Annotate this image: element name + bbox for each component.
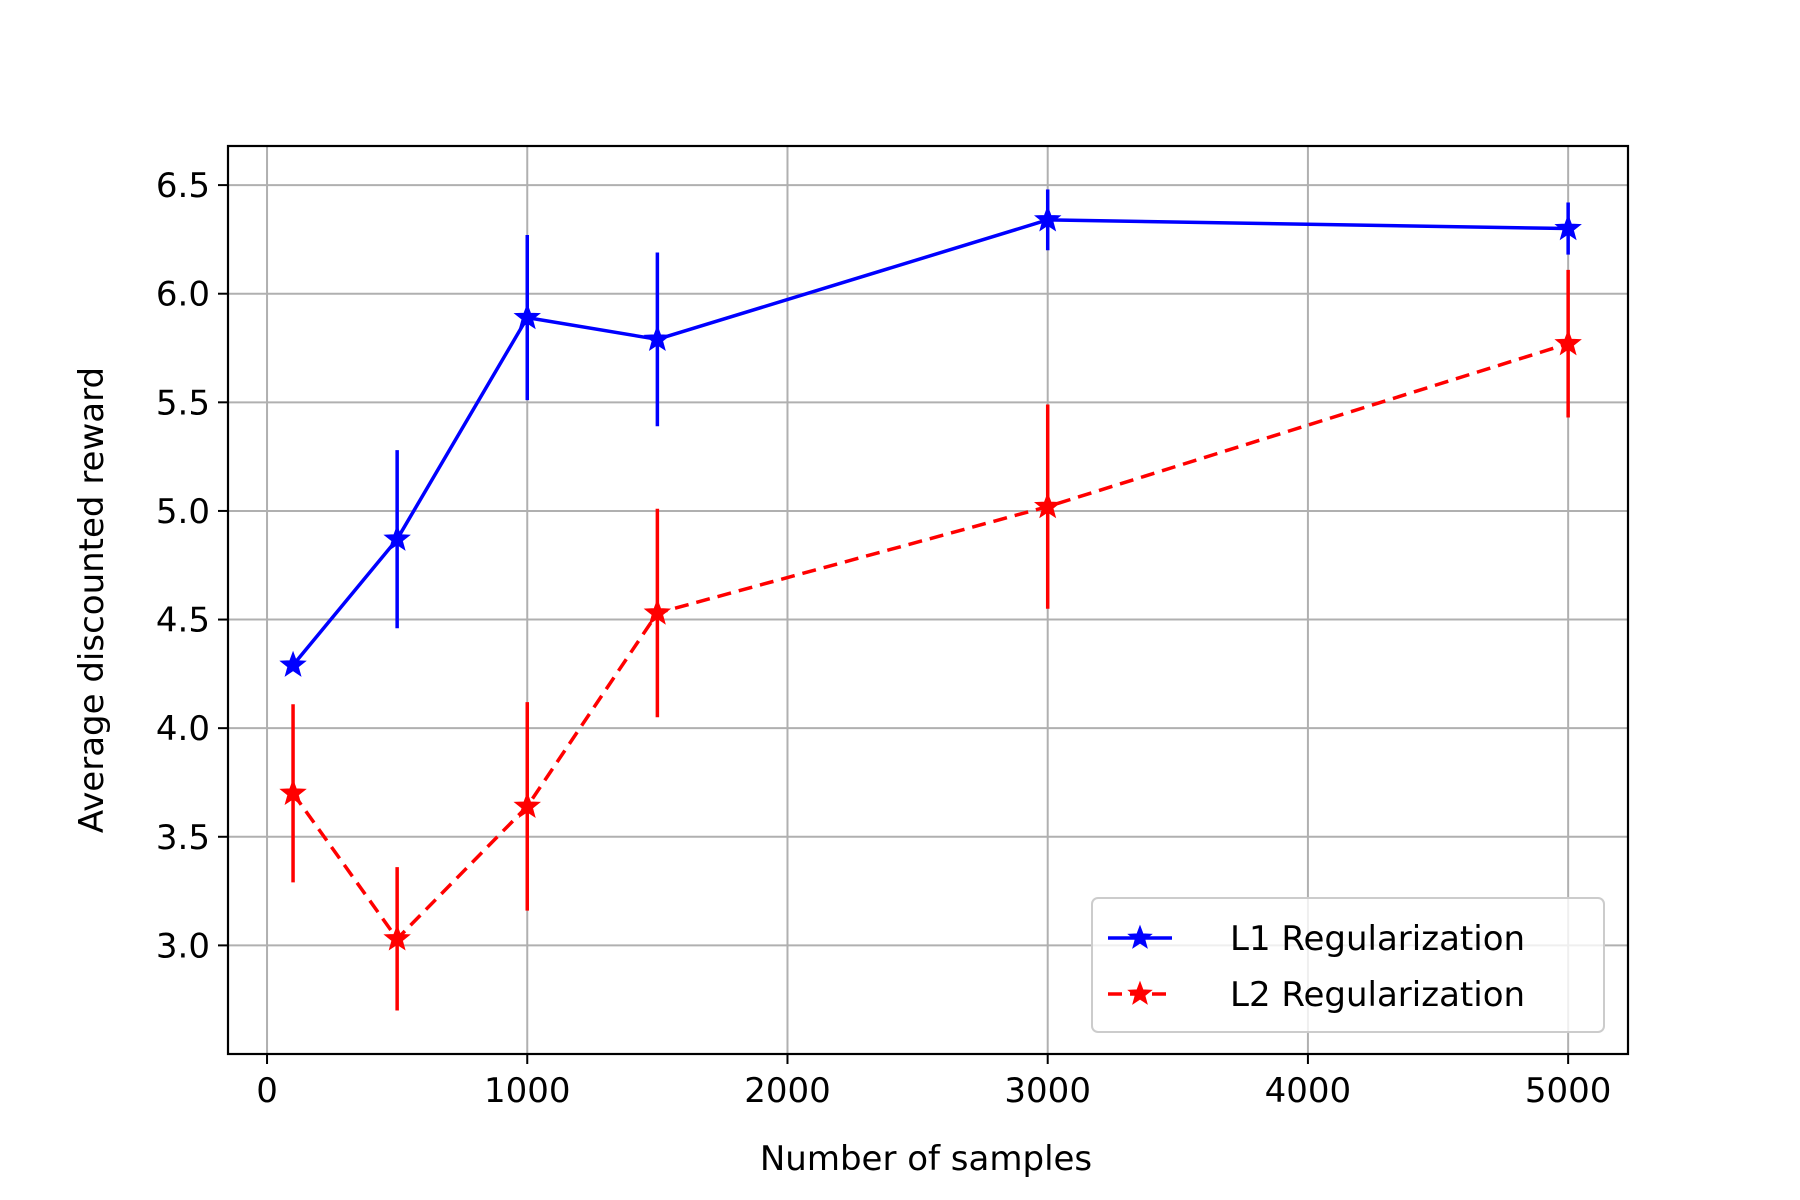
series-1-point [383,524,411,551]
ticks: 0 1000 2000 3000 4000 5000 3.0 3.5 4.0 4.5 5.0 5.5 6… [156,166,1611,1111]
y-tick-label: 6.0 [156,275,210,315]
series-2-point [1033,492,1062,519]
y-tick-label: 4.5 [156,601,210,641]
x-tick-label: 0 [256,1071,278,1111]
series-1-line [291,218,1569,667]
x-tick-label: 3000 [1004,1071,1091,1111]
y-tick-label: 3.0 [156,926,210,966]
series-2-point [513,791,541,819]
legend-marker-2 [1127,980,1153,1005]
plot-frame [226,144,1630,1056]
series-1-point [1554,214,1582,241]
legend-label-2: L2 Regularization [1230,975,1525,1015]
series-2-point [279,778,307,806]
series-2-point [643,598,672,625]
y-tick-label: 5.5 [156,383,210,423]
x-axis-label: Number of samples [760,1139,1092,1179]
series-1-point [1033,205,1062,232]
series-layer [279,189,1582,1011]
series-2-point [383,924,411,951]
y-axis-label: Average discounted reward [72,367,112,833]
legend-marker-1 [1127,924,1153,949]
y-tick-label: 4.0 [156,709,210,749]
series-2-point [1554,329,1582,356]
series-1-point [643,324,672,352]
legend-box [1091,897,1605,1033]
y-tick-label: 6.5 [156,166,210,206]
legend: L1 Regularization L2 Regularization [1091,897,1605,1033]
x-tick-label: 4000 [1265,1071,1352,1111]
x-tick-label: 1000 [484,1071,571,1111]
series-2-line [291,341,1569,941]
series-1 [279,189,1582,677]
legend-label-1: L1 Regularization [1230,919,1525,959]
x-tick-label: 2000 [744,1071,831,1111]
series-2 [279,269,1582,1011]
series-1-point [513,303,541,330]
legend-entries: L1 Regularization L2 Regularization [1108,919,1525,1015]
series-1-point [279,650,307,677]
x-tick-label: 5000 [1525,1071,1612,1111]
y-tick-label: 5.0 [156,492,210,532]
y-tick-label: 3.5 [156,818,210,858]
